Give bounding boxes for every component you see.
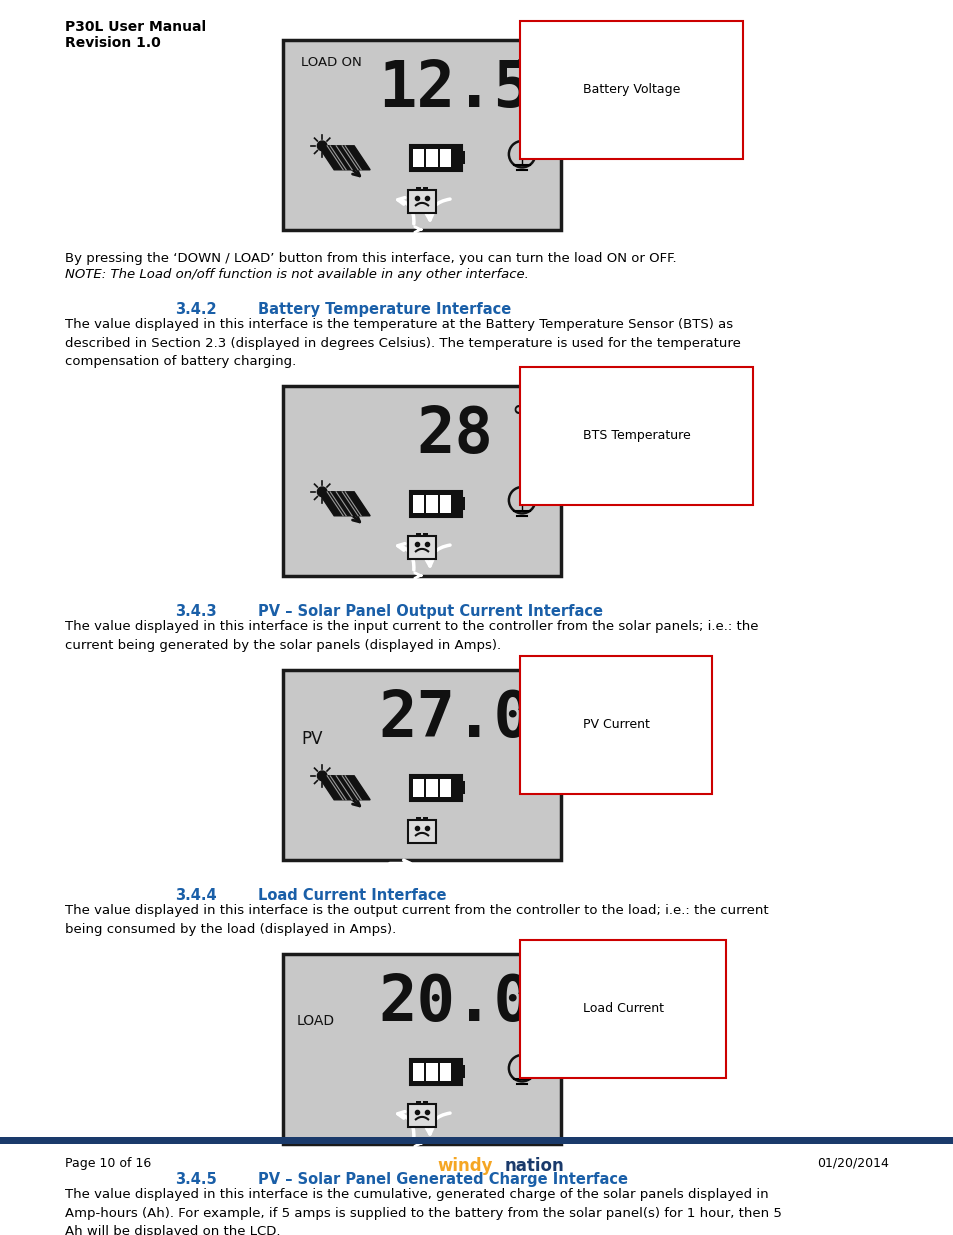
Bar <box>408 1104 436 1128</box>
Text: 3.4.4: 3.4.4 <box>174 888 216 903</box>
Text: A: A <box>517 688 537 716</box>
Bar <box>416 816 421 820</box>
Bar <box>408 820 436 844</box>
Bar <box>410 1058 461 1084</box>
Bar <box>0 1137 953 1144</box>
Polygon shape <box>318 776 370 800</box>
Circle shape <box>317 771 327 781</box>
Text: 20.0: 20.0 <box>378 972 532 1034</box>
Bar <box>283 671 560 860</box>
Text: Load Current Interface: Load Current Interface <box>257 888 446 903</box>
Text: V: V <box>517 58 537 86</box>
Bar <box>283 40 560 230</box>
Text: PV Current: PV Current <box>582 719 649 731</box>
Bar <box>416 1100 421 1104</box>
Bar <box>423 1100 428 1104</box>
Text: Load Current: Load Current <box>582 1003 663 1015</box>
Circle shape <box>317 141 327 151</box>
Bar <box>426 495 437 513</box>
Bar <box>439 1062 451 1081</box>
Circle shape <box>317 487 327 496</box>
Text: 3.4.3: 3.4.3 <box>174 604 216 619</box>
Text: LOAD ON: LOAD ON <box>301 56 361 69</box>
Bar <box>410 490 461 516</box>
Bar <box>413 779 424 797</box>
Text: 28: 28 <box>416 404 494 466</box>
Text: PV: PV <box>301 730 322 748</box>
Text: windy: windy <box>436 1157 492 1174</box>
Text: nation: nation <box>504 1157 564 1174</box>
Text: °C: °C <box>511 404 544 432</box>
Bar <box>439 779 451 797</box>
Bar <box>423 816 428 820</box>
Text: Revision 1.0: Revision 1.0 <box>65 36 161 49</box>
Text: 27.0: 27.0 <box>378 688 532 750</box>
Text: PV – Solar Panel Output Current Interface: PV – Solar Panel Output Current Interfac… <box>257 604 602 619</box>
Text: 3.4.2: 3.4.2 <box>174 303 216 317</box>
Bar <box>423 532 428 536</box>
Text: The value displayed in this interface is the input current to the controller fro: The value displayed in this interface is… <box>65 620 758 652</box>
Bar <box>413 148 424 167</box>
Bar <box>283 953 560 1144</box>
Bar <box>461 782 464 794</box>
Bar <box>413 1062 424 1081</box>
Text: A: A <box>517 972 537 1000</box>
Bar <box>461 152 464 164</box>
Bar <box>439 148 451 167</box>
Bar <box>426 148 437 167</box>
Bar <box>416 532 421 536</box>
Bar <box>423 186 428 190</box>
Text: 12.5: 12.5 <box>378 58 532 120</box>
Text: The value displayed in this interface is the output current from the controller : The value displayed in this interface is… <box>65 904 768 935</box>
Text: P30L User Manual: P30L User Manual <box>65 20 206 35</box>
Polygon shape <box>318 146 370 169</box>
Bar <box>461 1066 464 1078</box>
Text: The value displayed in this interface is the cumulative, generated charge of the: The value displayed in this interface is… <box>65 1188 781 1235</box>
Bar <box>283 387 560 576</box>
Text: Battery Voltage: Battery Voltage <box>582 84 679 96</box>
Bar <box>426 1062 437 1081</box>
Text: 01/20/2014: 01/20/2014 <box>817 1157 888 1170</box>
Bar <box>461 498 464 510</box>
Text: Battery Temperature Interface: Battery Temperature Interface <box>257 303 511 317</box>
Bar <box>410 144 461 170</box>
Polygon shape <box>318 492 370 516</box>
Text: PV – Solar Panel Generated Charge Interface: PV – Solar Panel Generated Charge Interf… <box>257 1172 627 1187</box>
Text: LOAD: LOAD <box>296 1014 335 1028</box>
Bar <box>416 186 421 190</box>
Bar <box>408 536 436 559</box>
Bar <box>410 774 461 800</box>
Text: The value displayed in this interface is the temperature at the Battery Temperat: The value displayed in this interface is… <box>65 317 740 368</box>
Bar <box>426 779 437 797</box>
Bar <box>413 495 424 513</box>
Text: Page 10 of 16: Page 10 of 16 <box>65 1157 152 1170</box>
Text: BTS Temperature: BTS Temperature <box>582 430 690 442</box>
Bar <box>408 190 436 214</box>
Bar <box>439 495 451 513</box>
Text: By pressing the ‘DOWN / LOAD’ button from this interface, you can turn the load : By pressing the ‘DOWN / LOAD’ button fro… <box>65 252 676 266</box>
Text: NOTE: The Load on/off function is not available in any other interface.: NOTE: The Load on/off function is not av… <box>65 268 528 282</box>
Text: 3.4.5: 3.4.5 <box>174 1172 216 1187</box>
